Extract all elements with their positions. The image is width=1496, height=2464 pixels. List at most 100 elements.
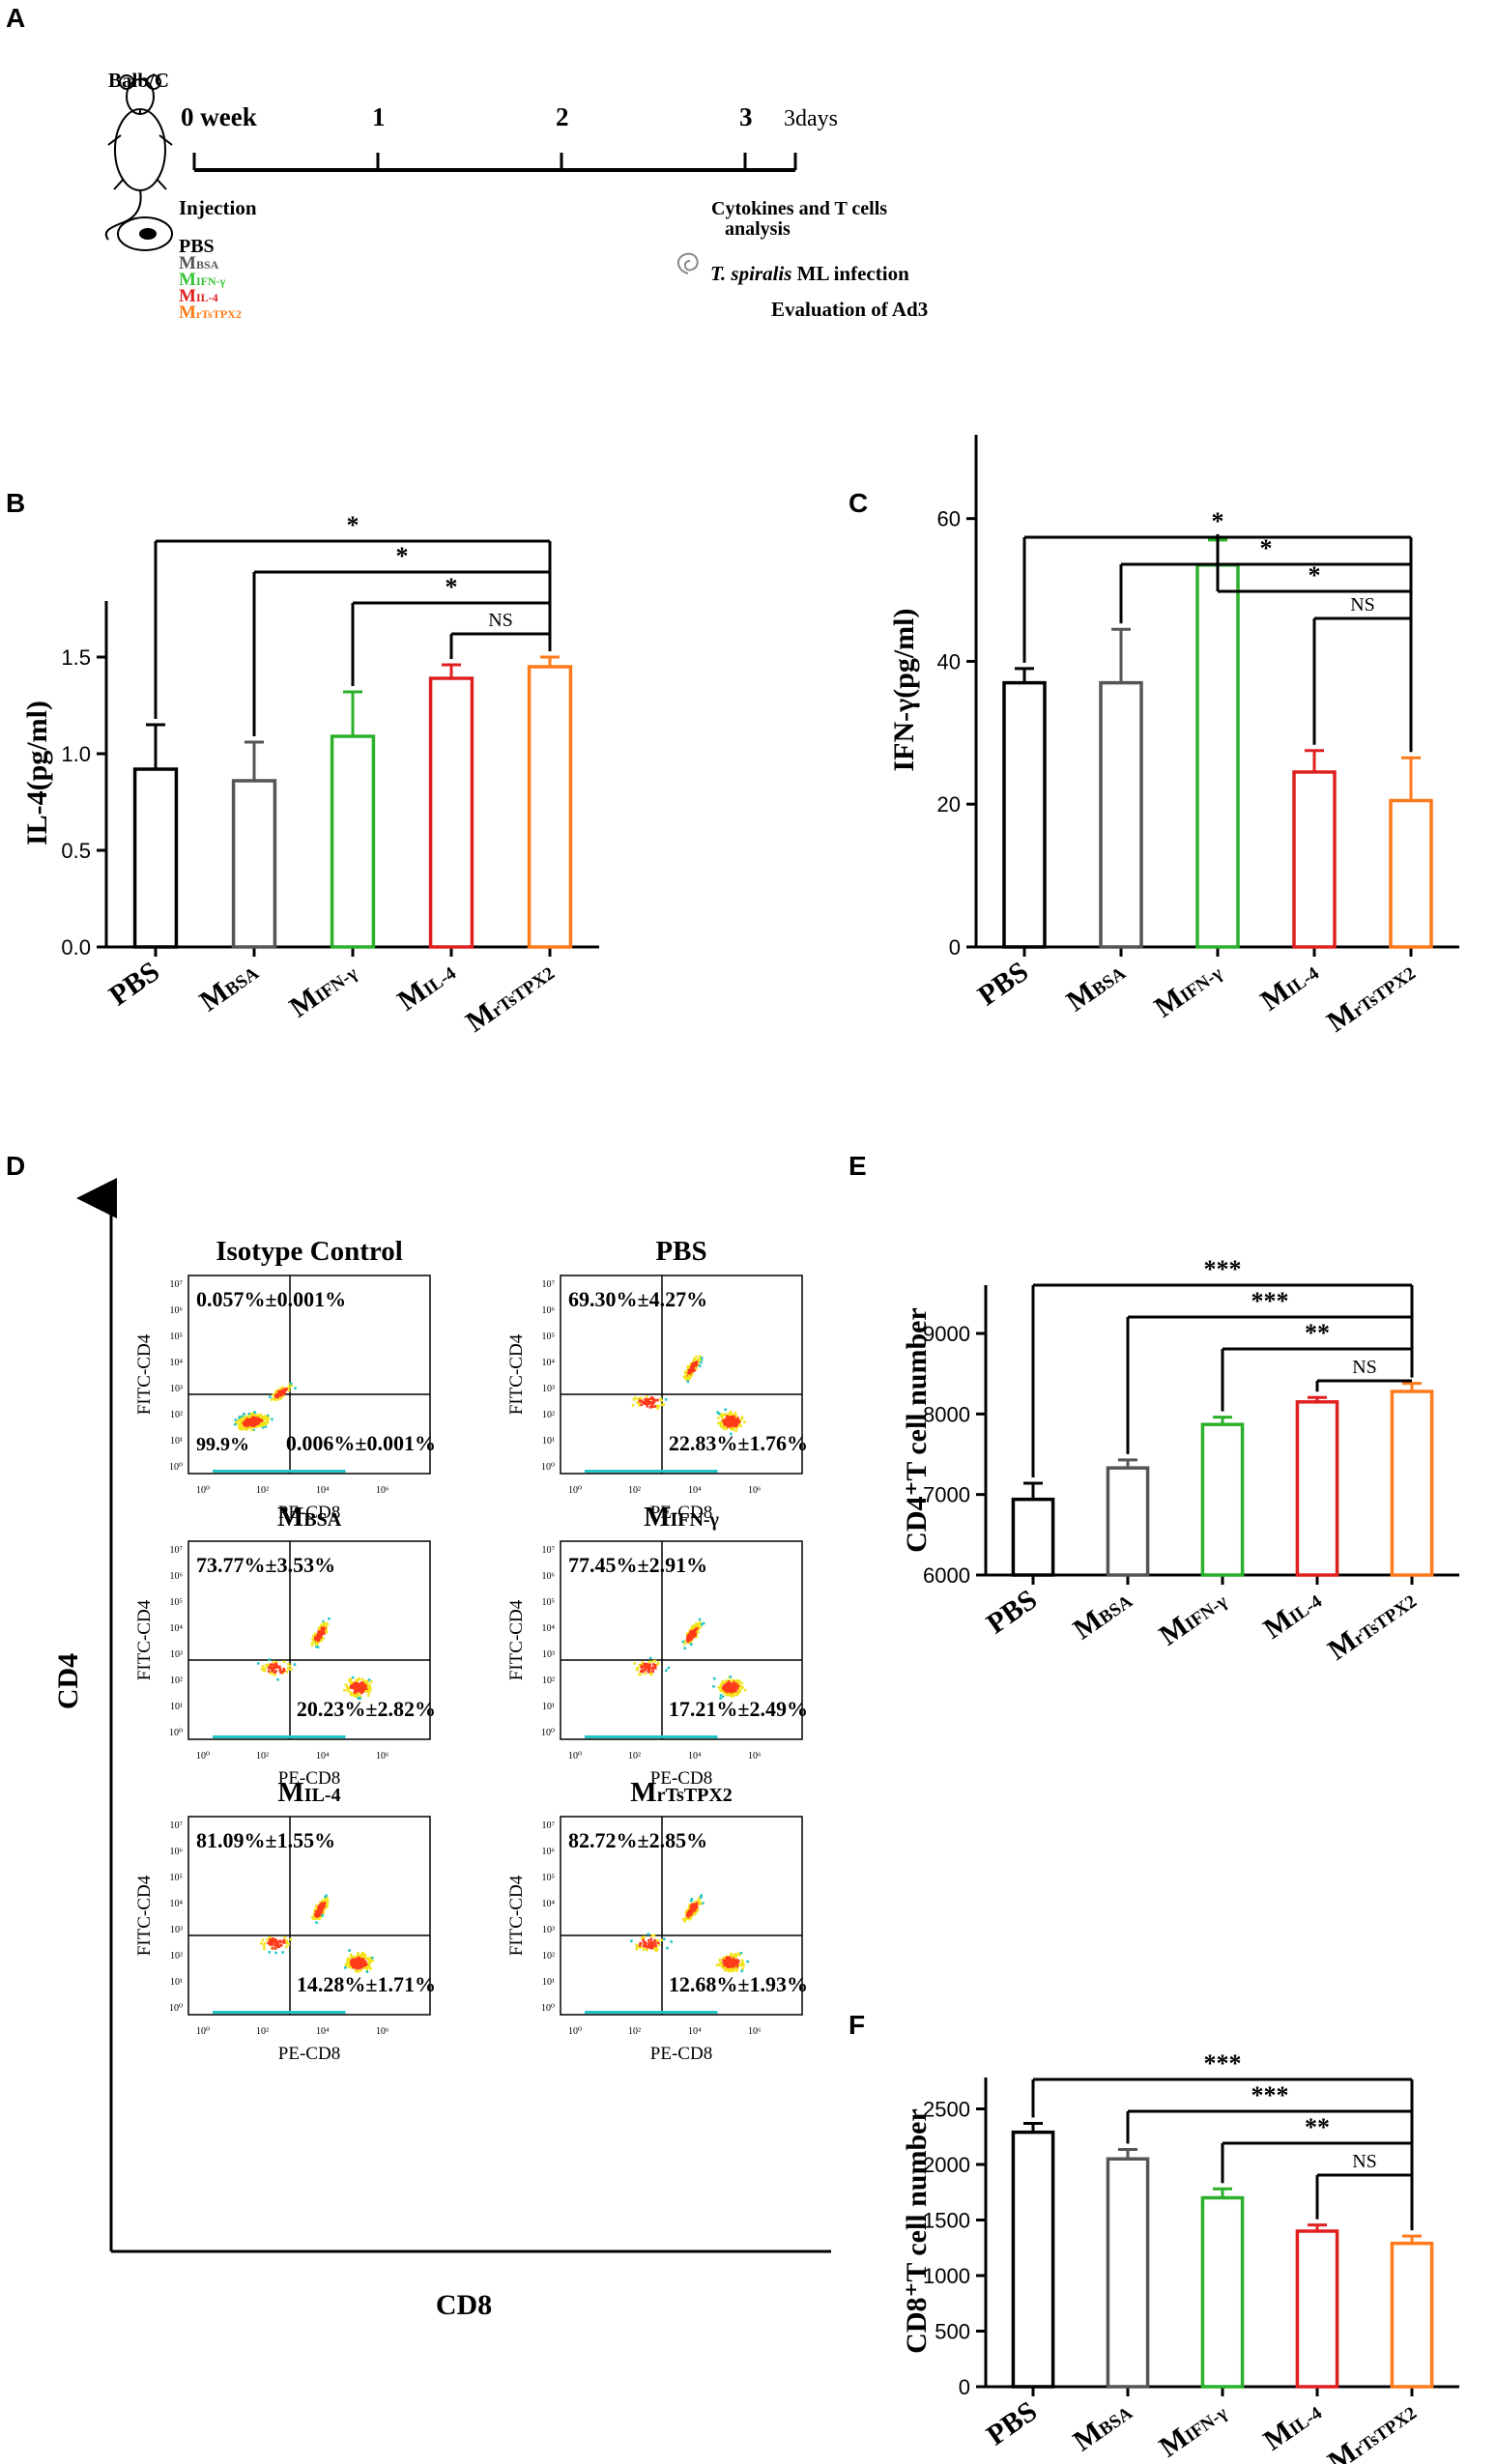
scatter-baseline xyxy=(585,1470,718,1473)
flow-plot: PBS 69.30%±4.27% 22.83%±1.76% PE-CD8 FITC-CD… xyxy=(506,1236,808,1523)
scatter-dot xyxy=(685,1913,689,1917)
scatter-dot xyxy=(730,1952,733,1956)
scatter-dot xyxy=(646,1948,648,1952)
scatter-dot xyxy=(689,1643,693,1647)
scatter-dot xyxy=(648,1663,651,1667)
scatter-dot xyxy=(312,1640,316,1643)
flow-x-tick-label: 10² xyxy=(628,1485,641,1496)
scatter-dot xyxy=(729,1424,733,1428)
scatter-dot xyxy=(698,1364,702,1368)
flow-y-tick-label: 10⁵ xyxy=(542,1332,556,1342)
panel-label-f: F xyxy=(849,2010,865,2040)
bar-2 xyxy=(1195,562,1240,949)
scatter-dot xyxy=(647,1664,650,1668)
scatter-dot xyxy=(730,1963,733,1966)
scatter-dot xyxy=(722,1963,726,1967)
scatter-dot xyxy=(359,1697,361,1701)
x-tick-label: MrTsTPX2 xyxy=(1322,2395,1422,2464)
scatter-dot xyxy=(322,1629,326,1632)
scatter-dot xyxy=(260,1667,264,1671)
scatter-dot xyxy=(316,1912,319,1916)
panel-label-e: E xyxy=(849,1151,867,1181)
scatter-dot xyxy=(654,1949,658,1953)
scatter-dot xyxy=(365,1681,368,1685)
flow-plot: MIL-4 81.09%±1.55% 14.28%±1.71% PE-CD8 FITC-… xyxy=(134,1777,436,2064)
scatter-dot xyxy=(318,1634,322,1638)
scatter-dot xyxy=(738,1423,741,1426)
x-tick-label: MBSA xyxy=(194,956,265,1018)
x-tick-label-sub: IFN-γ xyxy=(1182,1591,1231,1635)
scatter-dot xyxy=(239,1420,243,1424)
sig-label: NS xyxy=(1350,594,1375,616)
scatter-dot xyxy=(347,1963,350,1965)
legend-group-prefix: M xyxy=(179,302,196,323)
scatter-dot xyxy=(266,1419,270,1423)
scatter-dot xyxy=(352,1965,355,1969)
scatter-dot xyxy=(357,1970,360,1973)
scatter-dot xyxy=(724,1423,727,1426)
scatter-dot xyxy=(259,1419,262,1422)
scatter-dot xyxy=(273,1938,275,1941)
scatter-dot xyxy=(733,1424,736,1427)
scatter-dot xyxy=(259,1416,263,1418)
flow-plot-title-main: PBS xyxy=(655,1236,706,1267)
flow-plot-frame xyxy=(560,1816,803,2016)
scatter-dot xyxy=(647,1660,651,1664)
scatter-dot xyxy=(720,1963,724,1966)
scatter-dot xyxy=(317,1638,321,1642)
scatter-dot xyxy=(319,1901,322,1905)
injection-label: Injection xyxy=(179,196,257,219)
scatter-dot xyxy=(693,1910,696,1914)
scatter-dot xyxy=(725,1679,728,1682)
scatter-dot xyxy=(660,1938,664,1942)
scatter-dot xyxy=(731,1413,734,1416)
flow-plot-frame xyxy=(187,1816,431,2016)
x-tick-label-main: PBS xyxy=(103,956,165,1013)
scatter-dot xyxy=(248,1413,252,1416)
scatter-dot xyxy=(282,1669,286,1673)
scatter-dot xyxy=(738,1963,742,1967)
scatter-dot xyxy=(640,1399,643,1403)
flow-plot-title-main: M xyxy=(277,1502,303,1533)
scatter-dot xyxy=(698,1618,702,1621)
scatter-dot xyxy=(728,1958,731,1961)
scatter-dot xyxy=(355,1678,359,1681)
scatter-dot xyxy=(355,1963,358,1965)
scatter-dot xyxy=(274,1665,277,1669)
scatter-dot xyxy=(734,1966,737,1970)
flow-y-tick-label: 10⁶ xyxy=(542,1305,556,1316)
scatter-dot xyxy=(690,1908,693,1912)
scatter-dot xyxy=(652,1659,656,1663)
scatter-dot xyxy=(643,1935,646,1938)
scatter-dot xyxy=(665,1669,668,1673)
y-tick-label: 40 xyxy=(937,649,961,673)
legend-group-item: MBSA xyxy=(179,253,219,273)
scatter-dot xyxy=(350,1962,353,1965)
flow-plot-title-main: M xyxy=(644,1502,670,1533)
x-tick-label-sub: rTsTPX2 xyxy=(1350,2403,1421,2461)
flow-y-tick-label: 10³ xyxy=(542,1384,555,1394)
scatter-dot xyxy=(697,1622,701,1626)
scatter-dot xyxy=(369,1966,373,1970)
scatter-dot xyxy=(241,1418,245,1422)
bar-4 xyxy=(527,665,573,949)
scatter-dot xyxy=(651,1670,655,1674)
scatter-dot xyxy=(349,1960,353,1963)
flow-plot-title-main: Isotype Control xyxy=(216,1236,403,1267)
y-tick-label: 60 xyxy=(937,507,961,531)
scatter-dot xyxy=(318,1625,321,1629)
flow-plot-title-main: M xyxy=(630,1777,656,1808)
scatter-dot xyxy=(272,1668,275,1671)
quadrant-ul-label: 77.45%±2.91% xyxy=(568,1553,707,1577)
scatter-dot xyxy=(317,1628,321,1631)
scatter-dot xyxy=(684,1911,688,1914)
scatter-dot xyxy=(315,1921,318,1924)
scatter-dot xyxy=(657,1943,661,1947)
scatter-dot xyxy=(354,1687,358,1691)
x-tick-label: PBS xyxy=(981,1584,1043,1641)
scatter-dot xyxy=(719,1414,722,1417)
flow-y-tick-label: 10⁵ xyxy=(170,1597,184,1608)
flow-plot-frame xyxy=(560,1275,803,1475)
scatter-dot xyxy=(693,1624,696,1628)
